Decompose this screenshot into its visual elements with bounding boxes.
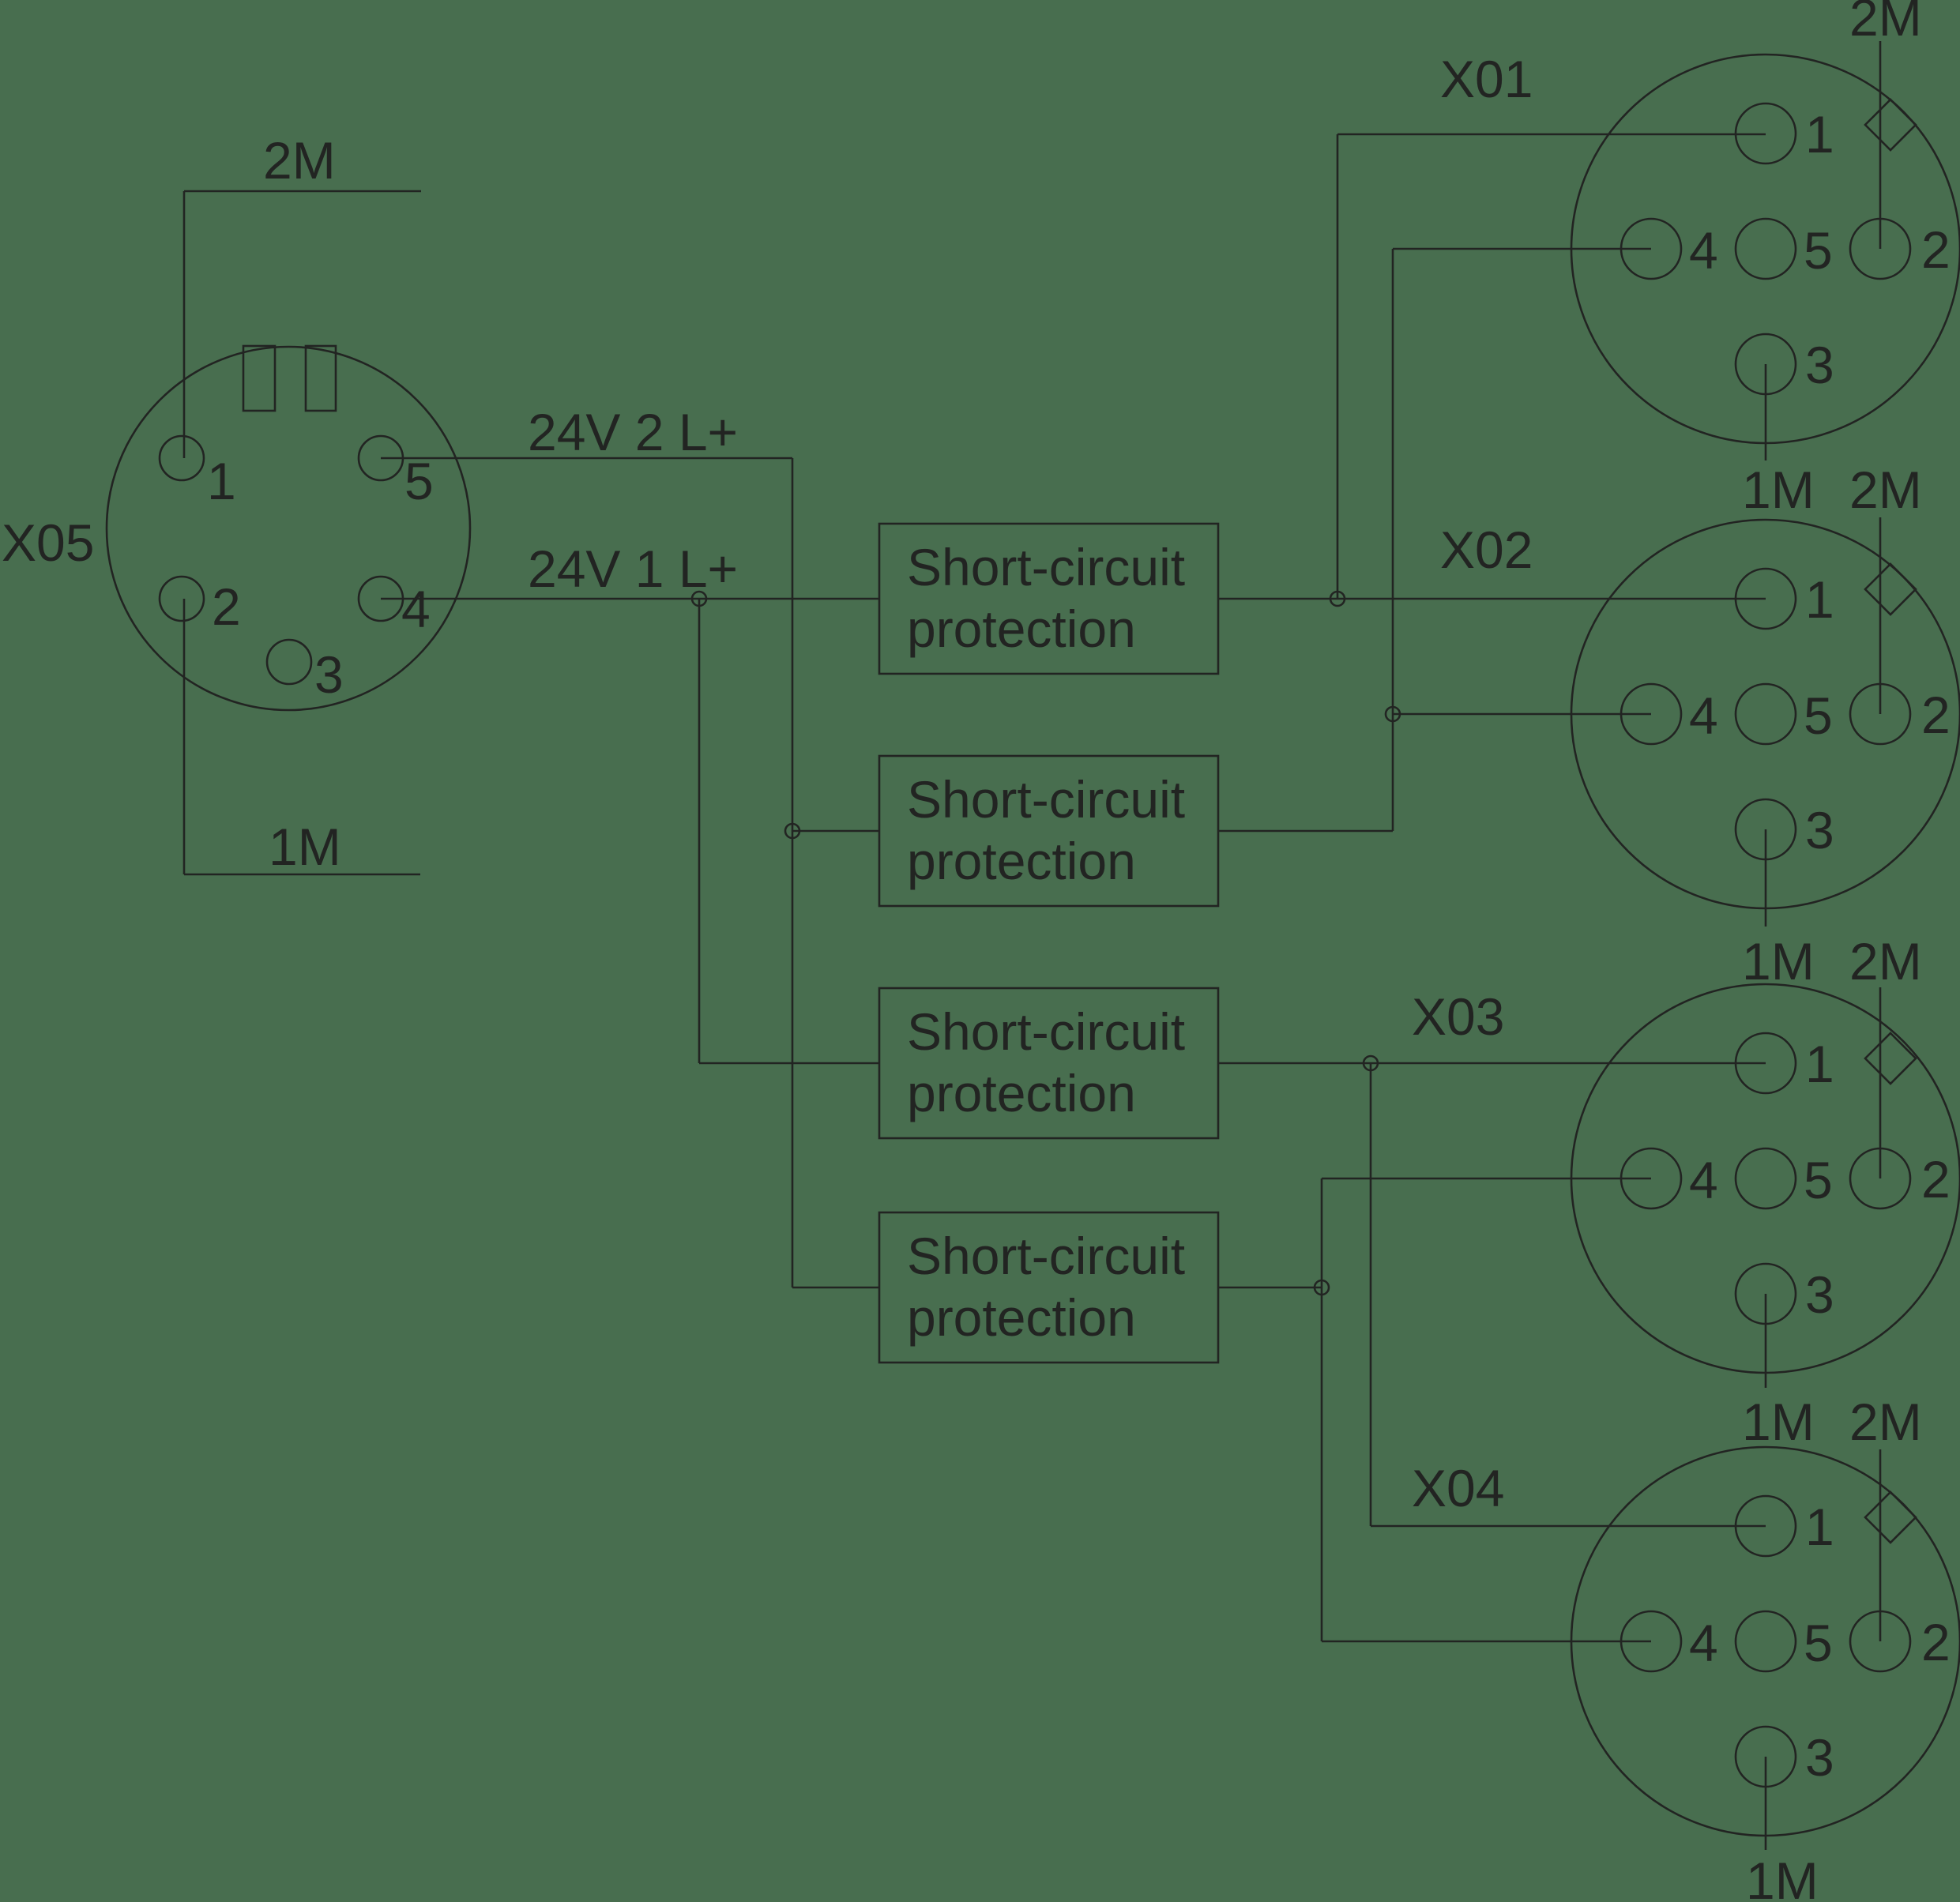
protection-box-text-line1: Short-circuit xyxy=(907,1227,1185,1285)
x01-name-label: X01 xyxy=(1440,50,1533,108)
ref-1m-label: 1M xyxy=(1742,460,1815,519)
x05-pin-label-1: 1 xyxy=(207,452,236,510)
junction-dot xyxy=(1362,1054,1379,1072)
supply-rails: 24V 2 L+ 24V 1 L+ xyxy=(381,403,879,1289)
x04-pin-label-5: 5 xyxy=(1804,1614,1833,1672)
x05-body-circle xyxy=(105,345,472,712)
x05-name-label: X05 xyxy=(2,513,94,572)
rail-24v1-label: 24V 1 L+ xyxy=(528,539,738,598)
protection-box-text-line2: protection xyxy=(907,600,1136,658)
short-circuit-protection-box-1: Short-circuit protection xyxy=(878,522,1220,675)
short-circuit-protection-box-3: Short-circuit protection xyxy=(878,987,1220,1140)
x01-pin-label-5: 5 xyxy=(1804,221,1833,280)
protection-box-text-line2: protection xyxy=(907,1288,1136,1347)
output-wiring-upper xyxy=(1218,133,1766,833)
x01-2m-label: 2M xyxy=(1849,0,1922,47)
connector-x01: X01 1 4 5 2 3 2M xyxy=(1440,0,1960,460)
x05-1m-label: 1M xyxy=(269,818,341,876)
x01-pin-1 xyxy=(1734,102,1797,165)
x01-pin-label-3: 3 xyxy=(1805,336,1834,394)
connector-x02: X02 1 4 5 2 3 xyxy=(1440,517,1960,927)
x02-pin-5 xyxy=(1734,682,1797,746)
x05-pin-1 xyxy=(158,434,205,482)
short-circuit-protection-box-2: Short-circuit protection xyxy=(878,754,1220,908)
ref-2m-label: 2M xyxy=(1849,932,1922,990)
x05-pin-label-4: 4 xyxy=(401,580,431,638)
ground-ref-row-1: 1M 2M xyxy=(1742,460,1922,519)
protection-box-text-line2: protection xyxy=(907,832,1136,890)
x03-pin-label-2: 2 xyxy=(1921,1150,1951,1208)
junction-dot xyxy=(690,590,708,607)
connector-x03: X03 1 4 5 2 3 xyxy=(1412,983,1960,1388)
protection-box-text-line1: Short-circuit xyxy=(907,1002,1185,1061)
x05-pin-3 xyxy=(265,638,313,686)
x05-pin-label-3: 3 xyxy=(314,645,344,704)
short-circuit-protection-box-4: Short-circuit protection xyxy=(878,1211,1220,1364)
ref-1m-label: 1M xyxy=(1742,1393,1815,1451)
x01-pin-4 xyxy=(1620,217,1683,280)
x03-pin-4 xyxy=(1620,1147,1683,1210)
x04-pin-5 xyxy=(1734,1610,1797,1673)
ref-2m-label: 2M xyxy=(1849,460,1922,519)
junction-dot xyxy=(784,822,801,840)
x02-pin-label-3: 3 xyxy=(1805,801,1834,859)
x03-pin-1 xyxy=(1734,1032,1797,1095)
x02-name-label: X02 xyxy=(1440,521,1533,579)
ground-ref-row-2: 1M 2M xyxy=(1742,932,1922,990)
x02-key-marker-icon xyxy=(1864,562,1917,616)
x01-pin-label-4: 4 xyxy=(1689,221,1718,280)
x03-key-marker-icon xyxy=(1864,1032,1917,1085)
x05-pin-2 xyxy=(158,575,205,622)
x03-pin-5 xyxy=(1734,1147,1797,1210)
x01-pin-label-2: 2 xyxy=(1921,220,1951,279)
junction-dot xyxy=(1313,1279,1330,1296)
ref-2m-label: 2M xyxy=(1849,1393,1922,1451)
x04-key-marker-icon xyxy=(1864,1490,1917,1544)
junction-dot xyxy=(1329,590,1346,607)
x04-pin-label-1: 1 xyxy=(1805,1498,1834,1556)
output-wiring-lower xyxy=(1218,1054,1766,1643)
x01-pin-5 xyxy=(1734,217,1797,280)
x03-pin-label-1: 1 xyxy=(1805,1035,1834,1093)
x04-1m-label: 1M xyxy=(1746,1851,1819,1902)
x01-pin-label-1: 1 xyxy=(1805,105,1834,164)
ref-1m-label: 1M xyxy=(1742,932,1815,990)
x04-pin-label-2: 2 xyxy=(1921,1613,1951,1671)
x03-pin-label-5: 5 xyxy=(1804,1151,1833,1209)
x01-key-marker-icon xyxy=(1864,98,1917,152)
x03-pin-label-4: 4 xyxy=(1689,1151,1718,1209)
x02-pin-1 xyxy=(1734,567,1797,630)
x05-2m-label: 2M xyxy=(263,131,336,190)
x04-pin-label-4: 4 xyxy=(1689,1614,1718,1672)
x02-pin-label-1: 1 xyxy=(1805,570,1834,629)
x04-pin-label-3: 3 xyxy=(1805,1728,1834,1787)
x04-name-label: X04 xyxy=(1412,1459,1504,1517)
ground-ref-row-3: 1M 2M xyxy=(1742,1393,1922,1451)
x02-pin-label-2: 2 xyxy=(1921,686,1951,744)
rail-24v2-label: 24V 2 L+ xyxy=(528,403,738,461)
x04-pin-4 xyxy=(1620,1610,1683,1673)
protection-box-text-line2: protection xyxy=(907,1064,1136,1122)
junction-dot xyxy=(1384,705,1401,723)
connector-x05: 1 5 2 4 3 X05 2M 1M xyxy=(2,131,472,876)
x05-keying-slot-left xyxy=(242,344,277,412)
x03-name-label: X03 xyxy=(1412,987,1504,1046)
protection-box-text-line1: Short-circuit xyxy=(907,770,1185,829)
x03-pin-label-3: 3 xyxy=(1805,1265,1834,1324)
x05-pin-label-2: 2 xyxy=(212,577,241,636)
x05-pin-label-5: 5 xyxy=(404,452,434,510)
x02-pin-4 xyxy=(1620,682,1683,746)
protection-box-text-line1: Short-circuit xyxy=(907,538,1185,596)
x05-keying-slot-right xyxy=(304,344,337,412)
x02-pin-label-5: 5 xyxy=(1804,686,1833,745)
x04-pin-1 xyxy=(1734,1494,1797,1558)
x02-pin-label-4: 4 xyxy=(1689,686,1718,745)
connector-x04: X04 1 4 5 2 3 1M xyxy=(1412,1445,1960,1902)
